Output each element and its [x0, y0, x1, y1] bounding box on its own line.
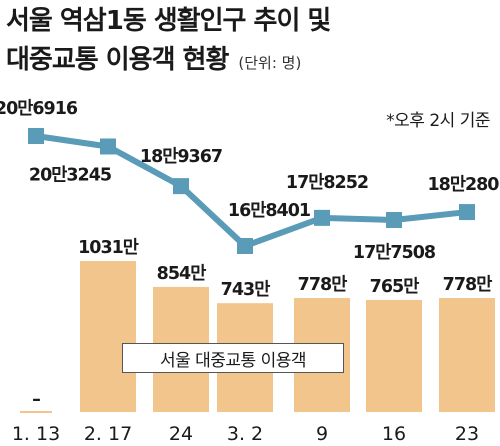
bar-5 [366, 299, 422, 412]
line-label-5: 17만7508 [353, 243, 436, 263]
line-label-6: 18만280 [428, 175, 500, 195]
bar-label-1: 1031만 [78, 238, 139, 258]
bar-label-4: 778만 [298, 275, 348, 295]
line-point-4 [314, 209, 330, 226]
bar-label-0: – [32, 390, 40, 410]
bar-label-6: 778만 [443, 275, 493, 295]
x-tick-label-6: 23 [455, 423, 479, 445]
legend-bar-series-label: 서울 대중교통 이용객 [159, 350, 307, 371]
x-tick-label-2: 24 [169, 423, 193, 445]
bar-label-5: 765만 [370, 277, 420, 297]
line-point-5 [386, 211, 402, 228]
line-label-4: 17만8252 [286, 173, 368, 193]
bar-label-2: 854만 [157, 264, 207, 284]
bar-6 [439, 298, 495, 412]
x-tick-label-5: 16 [382, 423, 406, 445]
line-point-6 [459, 204, 475, 221]
x-tick-label-4: 9 [316, 423, 328, 445]
line-point-0 [28, 128, 44, 144]
line-label-1: 20만3245 [29, 165, 111, 185]
legend-bar-series: 서울 대중교통 이용객 [122, 343, 344, 373]
chart-title-line1: 서울 역삼1동 생활인구 추이 및 [6, 6, 331, 36]
x-tick-label-0: 1. 13 [12, 423, 60, 445]
line-point-2 [173, 178, 189, 195]
bar-label-3: 743만 [221, 280, 271, 300]
line-label-3: 16만8401 [228, 201, 310, 221]
chart-title-line2: 대중교통 이용객 현황 (단위: 명) [6, 47, 301, 73]
x-tick-label-1: 2. 17 [84, 423, 132, 445]
line-label-2: 18만9367 [140, 147, 222, 167]
x-tick-label-3: 3. 2 [227, 423, 263, 445]
line-point-1 [100, 138, 116, 155]
time-note: *오후 2시 기준 [386, 111, 490, 131]
bar-0 [20, 411, 52, 413]
bar-1 [80, 261, 136, 412]
unit-label: (단위: 명) [238, 54, 302, 72]
chart-title-line2-text: 대중교통 이용객 현황 [6, 45, 229, 75]
line-label-0: 20만6916 [0, 99, 78, 119]
line-point-3 [237, 238, 253, 254]
